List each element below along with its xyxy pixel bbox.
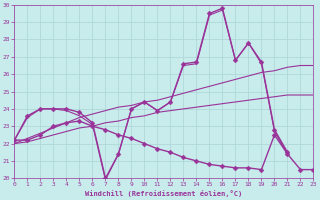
- X-axis label: Windchill (Refroidissement éolien,°C): Windchill (Refroidissement éolien,°C): [85, 190, 243, 197]
